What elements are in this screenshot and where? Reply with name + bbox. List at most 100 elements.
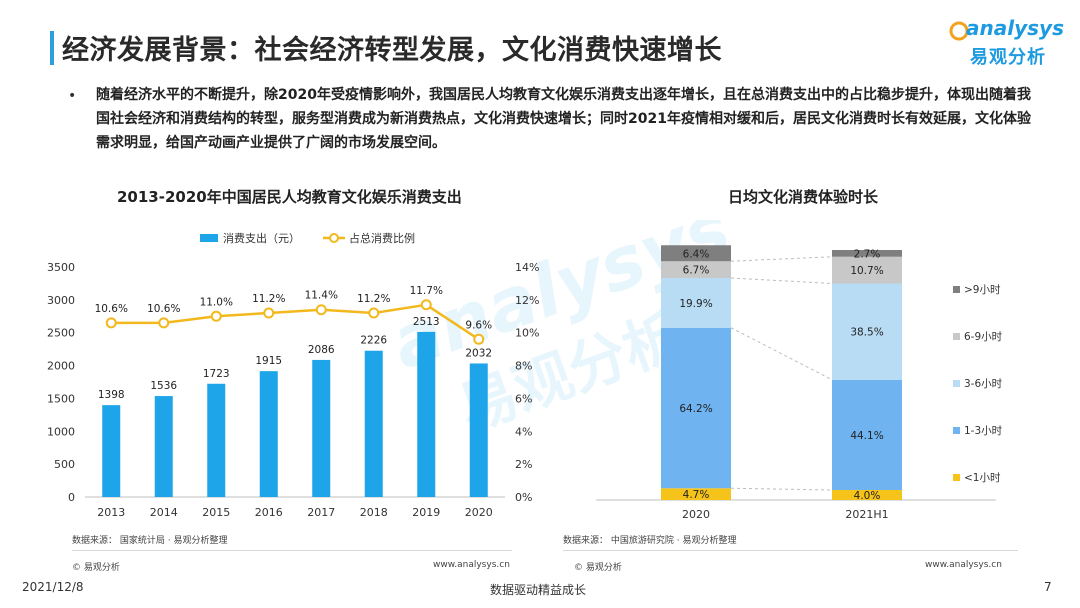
x-tick-label: 2016 (255, 506, 283, 519)
ratio-point (210, 310, 222, 322)
y2-tick-label: 2% (515, 458, 532, 471)
x-tick-label: 2018 (360, 506, 388, 519)
legend-line-label: 占总消费比例 (349, 231, 415, 245)
ratio-point (315, 304, 327, 316)
left-chart-title: 2013-2020年中国居民人均教育文化娱乐消费支出 (117, 188, 462, 206)
bar (154, 396, 173, 497)
bar (207, 383, 226, 497)
segment-value-label: 64.2% (679, 403, 712, 415)
footer-slogan: 数据驱动精益成长 (490, 583, 587, 597)
segment-value-label: 6.4% (683, 248, 710, 260)
left-chart-source: 数据来源： 国家统计局 · 易观分析整理 (72, 536, 228, 546)
legend-swatch (953, 286, 960, 293)
ratio-point (473, 333, 485, 345)
x-tick-label: 2017 (307, 506, 335, 519)
bar-value-label: 2513 (413, 316, 440, 328)
legend-swatch (953, 427, 960, 434)
y-tick-label: 2500 (47, 327, 75, 340)
analysys-logo: analysys 易观分析 (948, 16, 1064, 72)
right-chart: 4.7% 64.2% 19.9% 6.7% 6.4% 2020 4.0% 44.1% 38.5%… (596, 245, 1003, 521)
left-site-link[interactable]: www.analysys.cn (433, 560, 510, 570)
intro-paragraph: 随着经济水平的不断提升，除2020年受疫情影响外，我国居民人均教育文化娱乐消费支… (96, 87, 1031, 151)
segment-value-label: 38.5% (850, 327, 883, 339)
bar-value-label: 2226 (360, 335, 387, 347)
ratio-value-label: 11.2% (252, 293, 285, 305)
y2-tick-label: 6% (515, 392, 532, 405)
ratio-point (420, 299, 432, 311)
bar (102, 405, 121, 497)
x-tick-label: 2020 (682, 508, 710, 521)
y-tick-label: 500 (54, 458, 75, 471)
x-tick-label: 2015 (202, 506, 230, 519)
stack-segment (661, 278, 731, 328)
stack-segment (661, 261, 731, 278)
y2-tick-label: 10% (515, 327, 539, 340)
bar-value-label: 1398 (98, 389, 125, 401)
legend-label: <1小时 (964, 472, 1001, 484)
y2-tick-label: 4% (515, 425, 532, 438)
ratio-point (105, 317, 117, 329)
footer-date: 2021/12/8 (22, 580, 84, 594)
stack-segment (661, 327, 731, 489)
x-tick-label: 2019 (412, 506, 440, 519)
stack-segment (832, 379, 902, 490)
bar (417, 331, 436, 497)
bar (312, 359, 331, 497)
segment-value-label: 4.0% (854, 490, 881, 502)
stack-segment (832, 490, 902, 500)
ratio-value-label: 9.6% (465, 319, 492, 331)
left-copyright: © 易观分析 (72, 563, 120, 573)
left-chart: 消费支出（元） 占总消费比例 0 500 1000 1500 2000 2500 3000 350… (47, 231, 539, 519)
y-tick-label: 1500 (47, 392, 75, 405)
right-footer-divider (563, 550, 1018, 551)
legend-label: 1-3小时 (964, 425, 1003, 437)
x-tick-label: 2013 (97, 506, 125, 519)
legend-label: 6-9小时 (964, 331, 1003, 343)
legend-swatch (953, 474, 960, 481)
x-tick-label: 2020 (465, 506, 493, 519)
ratio-value-label: 11.0% (200, 296, 233, 308)
stack-segment (832, 250, 902, 257)
right-chart-title: 日均文化消费体验时长 (728, 188, 879, 206)
ratio-line (111, 303, 480, 341)
stack-segment (832, 283, 902, 380)
segment-value-label: 4.7% (683, 489, 710, 501)
page-title: 经济发展背景：社会经济转型发展，文化消费快速增长 (62, 35, 722, 66)
logo-mark-icon (949, 21, 969, 41)
legend-swatch (953, 380, 960, 387)
ratio-point (368, 307, 380, 319)
ratio-value-label: 10.6% (95, 303, 128, 315)
segment-value-label: 44.1% (850, 430, 883, 442)
bar (259, 371, 278, 497)
left-footer-divider (72, 550, 512, 551)
legend-line-marker (329, 233, 339, 243)
bar-value-label: 1915 (255, 355, 282, 367)
y-tick-label: 3000 (47, 294, 75, 307)
title-accent-bar (50, 31, 54, 65)
segment-value-label: 2.7% (854, 248, 881, 260)
x-tick-label: 2021H1 (845, 508, 888, 521)
bar-value-label: 1536 (150, 380, 177, 392)
stack-segment (661, 488, 731, 500)
bar (364, 350, 383, 497)
logo-word: analysys (966, 16, 1064, 40)
y-tick-label: 2000 (47, 360, 75, 373)
bar-value-label: 2086 (308, 344, 335, 356)
logo-subtitle: 易观分析 (970, 47, 1046, 68)
legend-swatch (953, 333, 960, 340)
ratio-value-label: 11.7% (410, 285, 443, 297)
y2-tick-label: 0% (515, 491, 532, 504)
y-tick-label: 0 (68, 491, 75, 504)
ratio-value-label: 11.2% (357, 293, 390, 305)
y-tick-label: 1000 (47, 425, 75, 438)
y-tick-label: 3500 (47, 261, 75, 274)
y2-tick-label: 14% (515, 261, 539, 274)
bar (469, 363, 488, 497)
y2-tick-label: 12% (515, 294, 539, 307)
ratio-value-label: 11.4% (305, 290, 338, 302)
bar-value-label: 2032 (465, 347, 492, 359)
legend-bar-label: 消费支出（元） (223, 231, 300, 245)
segment-value-label: 10.7% (850, 265, 883, 277)
right-site-link[interactable]: www.analysys.cn (925, 560, 1002, 570)
legend-label: >9小时 (964, 284, 1001, 296)
